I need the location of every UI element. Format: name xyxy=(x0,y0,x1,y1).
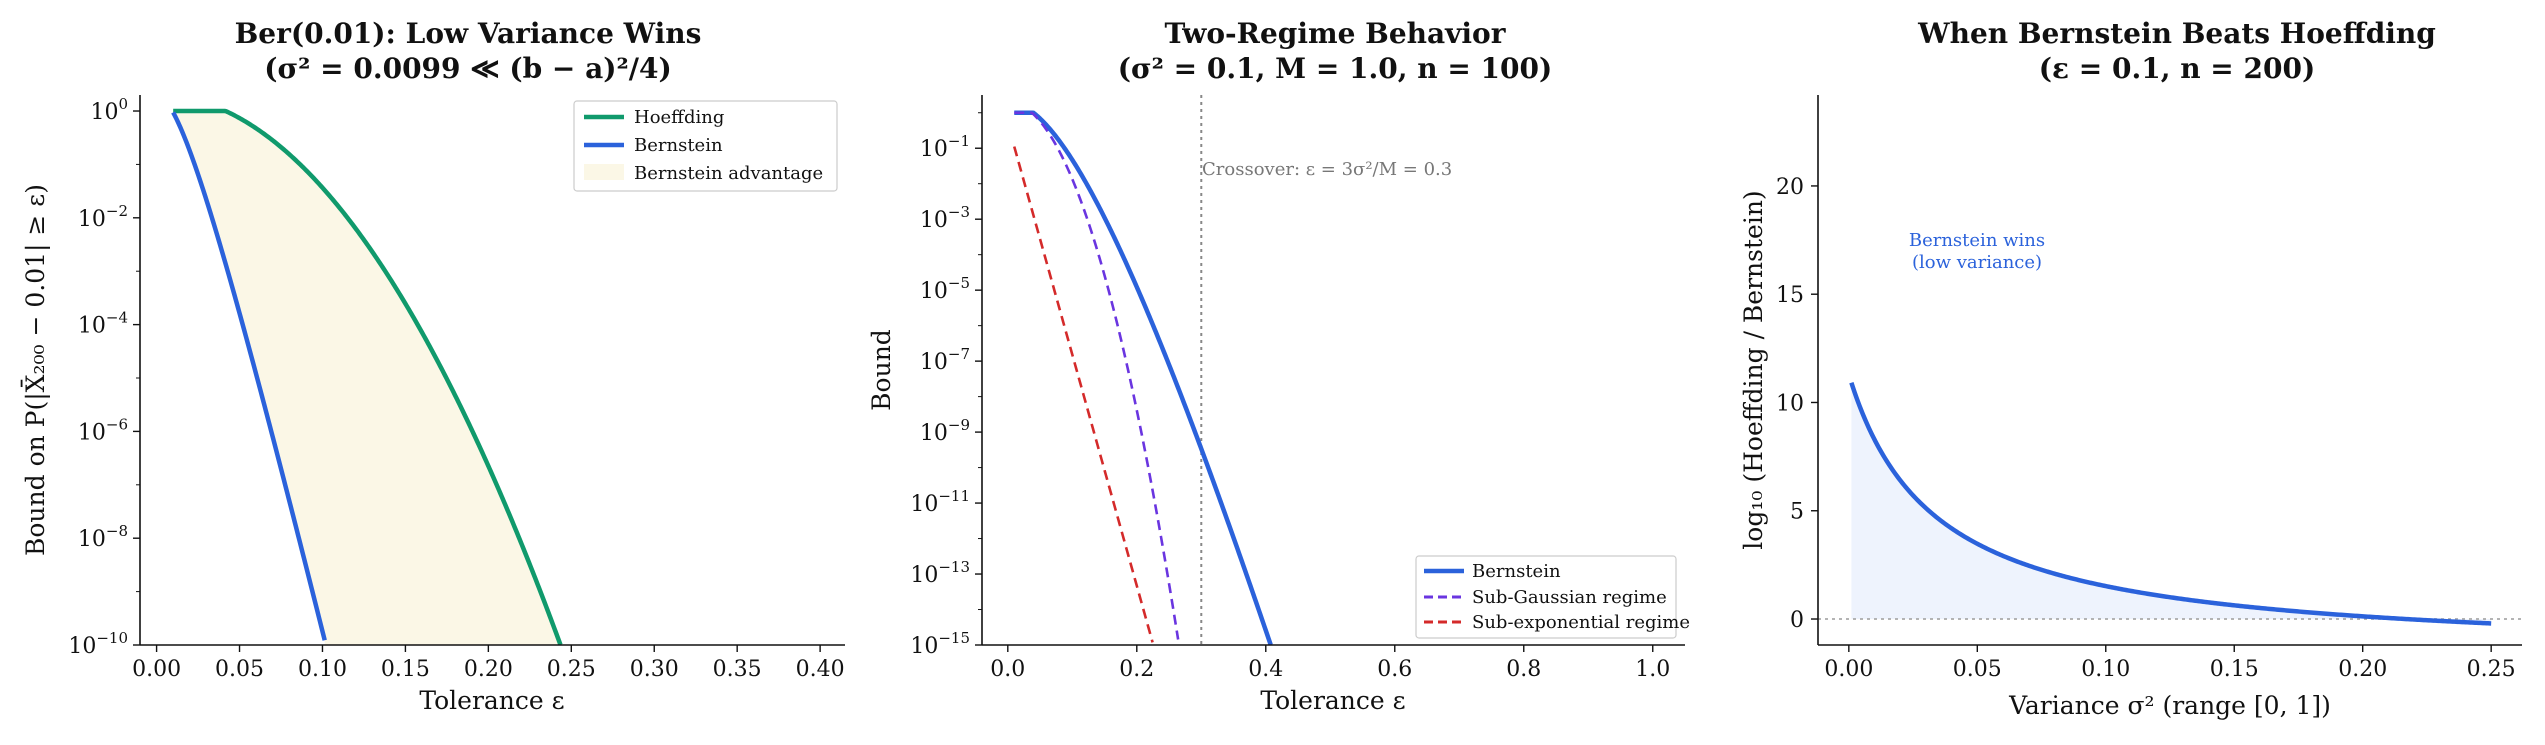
hoeffding-line xyxy=(173,108,563,646)
panel-1-legend: Hoeffding Bernstein Bernstein advantage xyxy=(573,100,838,192)
legend-box xyxy=(573,100,838,192)
panel-3-lines xyxy=(1818,382,2522,626)
x-tick-label: 0.25 xyxy=(2467,657,2516,682)
legend-label-advantage: Bernstein advantage xyxy=(634,163,823,184)
y-tick-label: 5 xyxy=(1790,500,1804,525)
y-tick-label: 10−1 xyxy=(920,132,970,162)
legend-label-hoeffding: Hoeffding xyxy=(634,107,724,128)
panel-2-subtitle: (σ² = 0.1, M = 1.0, n = 100) xyxy=(1118,52,1553,85)
panel-1-title: Ber(0.01): Low Variance Wins xyxy=(235,17,702,50)
y-tick-label: 10−10 xyxy=(68,629,128,659)
crossover-annotation: Crossover: ε = 3σ²/M = 0.3 xyxy=(1202,159,1452,180)
panel-2-y-ticks: 10−1 10−3 10−5 10−7 10−9 10−11 10−13 10−15 xyxy=(910,112,982,659)
x-tick-label: 0.35 xyxy=(713,657,762,682)
x-tick-label: 0.05 xyxy=(1953,657,2002,682)
panel-3-x-ticks: 0.00 0.05 0.10 0.15 0.20 0.25 xyxy=(1824,645,2516,682)
bernstein-wins-annotation-line1: Bernstein wins xyxy=(1909,230,2045,251)
panel-1-y-label: Bound on P(|X̄₂₀₀ − 0.01| ≥ ε) xyxy=(21,184,51,556)
panel-3-y-ticks: 0 5 10 15 20 xyxy=(1776,175,1818,633)
panel-1-subtitle: (σ² = 0.0099 ≪ (b − a)²/4) xyxy=(264,52,671,85)
legend-swatch-advantage xyxy=(584,164,624,180)
legend-label-subexponential: Sub-exponential regime xyxy=(1472,612,1690,633)
x-tick-label: 0.40 xyxy=(796,657,845,682)
x-tick-label: 0.00 xyxy=(132,657,181,682)
panel-2-lines xyxy=(1012,95,1273,646)
y-tick-label: 10 xyxy=(1776,391,1804,416)
y-tick-label: 10−7 xyxy=(920,345,970,375)
bernstein-advantage-area xyxy=(173,111,561,646)
y-tick-label: 100 xyxy=(90,95,128,125)
y-tick-label: 20 xyxy=(1776,175,1804,200)
sub-gaussian-regimeline xyxy=(1014,111,1180,640)
panel-3-y-label: log₁₀ (Hoeffding / Bernstein) xyxy=(1739,190,1768,549)
panel-1-x-label: Tolerance ε xyxy=(419,686,564,715)
panel-1-y-ticks: 100 10−2 10−4 10−6 10−8 10−10 xyxy=(68,95,140,659)
x-tick-label: 0.30 xyxy=(630,657,679,682)
y-tick-label: 10−2 xyxy=(78,202,128,232)
x-tick-label: 0.20 xyxy=(2338,657,2387,682)
x-tick-label: 0.10 xyxy=(2081,657,2130,682)
y-tick-label: 10−11 xyxy=(910,487,970,517)
y-tick-label: 10−4 xyxy=(78,309,128,339)
panel-3-x-label: Variance σ² (range [0, 1]) xyxy=(2008,691,2331,720)
panel-2: Two-Regime Behavior (σ² = 0.1, M = 1.0, … xyxy=(867,17,1690,715)
y-tick-label: 10−3 xyxy=(920,203,970,233)
y-tick-label: 10−15 xyxy=(910,629,970,659)
panel-2-title: Two-Regime Behavior xyxy=(1165,17,1507,50)
x-tick-label: 0.4 xyxy=(1248,657,1283,682)
panel-3-subtitle: (ε = 0.1, n = 200) xyxy=(2039,52,2315,85)
x-tick-label: 0.20 xyxy=(464,657,513,682)
x-tick-label: 0.8 xyxy=(1506,657,1541,682)
bernstein-line xyxy=(171,111,327,641)
x-tick-label: 0.15 xyxy=(381,657,430,682)
x-tick-label: 0.2 xyxy=(1119,657,1154,682)
x-tick-label: 0.10 xyxy=(298,657,347,682)
panel-1-lines xyxy=(171,108,563,646)
y-tick-label: 10−6 xyxy=(78,415,128,445)
y-tick-label: 10−13 xyxy=(910,558,970,588)
y-tick-label: 15 xyxy=(1776,283,1804,308)
legend-label-bernstein: Bernstein xyxy=(634,135,723,156)
panel-2-x-label: Tolerance ε xyxy=(1260,686,1405,715)
panel-3-fill xyxy=(1851,382,2492,624)
bernstein-advantage-fill xyxy=(173,111,561,646)
bernstein-wins-fill xyxy=(1851,382,2492,624)
panel-2-x-ticks: 0.0 0.2 0.4 0.6 0.8 1.0 xyxy=(990,645,1670,682)
x-tick-label: 0.0 xyxy=(990,657,1025,682)
y-tick-label: 10−9 xyxy=(920,416,970,446)
y-tick-label: 10−8 xyxy=(78,522,128,552)
x-tick-label: 0.25 xyxy=(547,657,596,682)
y-tick-label: 10−5 xyxy=(920,274,970,304)
panel-1-x-ticks: 0.00 0.05 0.10 0.15 0.20 0.25 0.30 0.35 0.40 xyxy=(132,645,845,682)
x-tick-label: 0.6 xyxy=(1377,657,1412,682)
panel-3-title: When Bernstein Beats Hoeffding xyxy=(1917,17,2436,50)
legend-box xyxy=(1415,555,1677,639)
bernstein-wins-annotation-line2: (low variance) xyxy=(1912,252,2042,273)
y-tick-label: 0 xyxy=(1790,608,1804,633)
panel-1: Ber(0.01): Low Variance Wins (σ² = 0.009… xyxy=(21,17,845,715)
x-tick-label: 1.0 xyxy=(1635,657,1670,682)
x-tick-label: 0.15 xyxy=(2210,657,2259,682)
sub-exponential-regimeline xyxy=(1012,146,1154,643)
legend-label-bernstein: Bernstein xyxy=(1472,561,1561,582)
legend-label-subgaussian: Sub-Gaussian regime xyxy=(1472,587,1667,608)
x-tick-label: 0.00 xyxy=(1824,657,1873,682)
panel-2-y-label: Bound xyxy=(867,329,896,411)
panel-2-legend: Bernstein Sub-Gaussian regime Sub-expone… xyxy=(1415,555,1690,639)
panel-3: When Bernstein Beats Hoeffding (ε = 0.1,… xyxy=(1739,17,2522,720)
log-ratio-line xyxy=(1849,382,2492,626)
bernsteinline xyxy=(1014,110,1273,646)
x-tick-label: 0.05 xyxy=(215,657,264,682)
